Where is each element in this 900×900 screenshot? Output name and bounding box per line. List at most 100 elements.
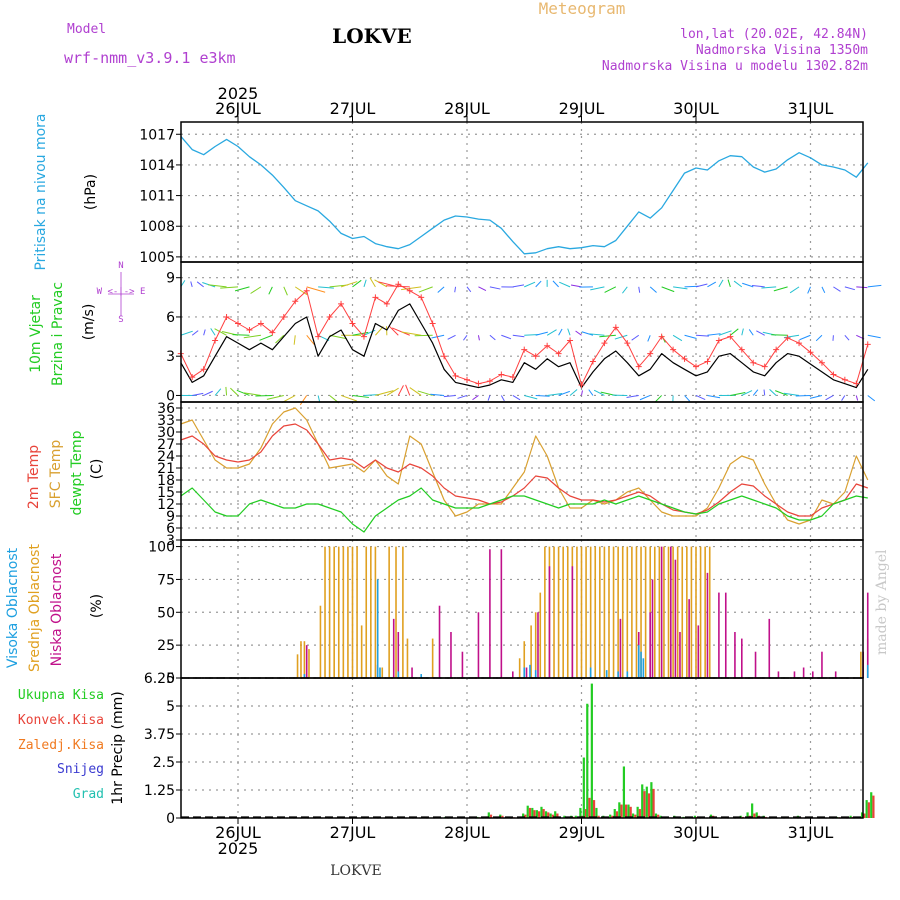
precip-conv-bar [556, 813, 559, 818]
precip-total-bar [522, 813, 525, 818]
y-tick-label: 18 [157, 473, 175, 489]
precip-conv-bar [863, 813, 866, 818]
gust-marker [773, 346, 780, 353]
wind-arrow [581, 331, 594, 336]
wind-arrow [546, 329, 557, 336]
gust-marker [681, 355, 688, 362]
precip-total-bar [535, 810, 538, 818]
precip-total-bar [554, 811, 557, 818]
day-label-top: 26JUL [215, 99, 261, 118]
wind-arrow [783, 392, 800, 396]
precip-total-bar [641, 784, 644, 818]
precip-conv-bar [625, 804, 628, 818]
precip-conv-bar [647, 793, 651, 818]
year-top: 2025 [218, 84, 259, 103]
panel-frame [180, 677, 864, 819]
wind-arrow [684, 395, 691, 402]
wind-arrow [431, 334, 445, 339]
y-tick-label: 6 [166, 310, 175, 326]
wind-arrow [386, 387, 399, 396]
wind-arrow [266, 394, 284, 400]
precip-conv-bar [867, 802, 870, 818]
precip-total-bar [654, 813, 658, 818]
wind-arrow [299, 395, 308, 406]
precip-total-bar [609, 814, 612, 818]
wind-arrow [742, 282, 754, 288]
precip-conv-bar [597, 815, 600, 818]
wind-arrow [214, 328, 227, 336]
precip-total-bar [526, 805, 529, 818]
gust-marker [395, 281, 402, 288]
wind-arrow [752, 389, 759, 396]
wind-arrow [590, 286, 605, 291]
wind-arrow [466, 286, 472, 293]
gust-marker [475, 380, 482, 387]
wind-arrow [844, 334, 850, 341]
precip-conv-bar [542, 809, 545, 818]
precip-conv-bar [547, 812, 550, 818]
wind-arrow [294, 286, 308, 296]
y-tick-label: 3.75 [144, 727, 175, 743]
precip-total-bar [582, 757, 585, 818]
wind-arrow [741, 328, 744, 336]
y-tick-label: 3 [166, 533, 175, 549]
wind-arrow [489, 334, 496, 341]
wind-arrow [230, 387, 239, 396]
wind-arrow [225, 386, 228, 396]
precip-conv-bar [657, 814, 660, 818]
wind-arrow [363, 279, 367, 288]
temp-units: (C) [89, 459, 105, 480]
wind-arrow [661, 286, 675, 293]
gust-marker [727, 333, 734, 340]
gust-marker [738, 346, 745, 353]
wind-arrow [756, 330, 765, 336]
precip-conv-bar [753, 813, 756, 818]
gust-marker [567, 337, 574, 344]
day-label-bottom: 27JUL [330, 823, 376, 842]
panel-frame [180, 539, 864, 679]
wind-arrow [718, 330, 732, 336]
pressure-label: Pritisak na nivou mora [33, 113, 49, 270]
gust-marker [223, 313, 230, 320]
precip-total-bar [586, 703, 589, 818]
precip-conv-bar [643, 791, 646, 818]
precip-conv-bar [551, 814, 554, 818]
temp-label-1: 2m Temp [26, 445, 42, 509]
wind-arrow [547, 393, 563, 396]
precip-conv-bar [584, 809, 588, 818]
wind-arrow [512, 395, 521, 401]
y-tick-label: 9 [166, 509, 175, 525]
gust-marker [326, 313, 333, 320]
wind-arrow [821, 286, 826, 294]
precip-total-bar [751, 803, 754, 818]
wind-arrow [707, 333, 721, 336]
gust-marker [292, 298, 299, 305]
gust-marker [360, 333, 367, 340]
gust-marker [670, 346, 677, 353]
y-tick-label: 9 [166, 271, 175, 287]
wind-arrow [647, 335, 651, 342]
gust-marker [807, 349, 814, 356]
y-tick-label: 1014 [139, 158, 175, 174]
y-tick-label: 1008 [139, 219, 175, 235]
wind-arrow [243, 334, 261, 339]
precip-total-bar [870, 792, 873, 818]
wind-arrow [718, 279, 724, 288]
wind-arrow [771, 334, 788, 336]
wind-arrow [340, 281, 358, 288]
wind-arrow [654, 395, 663, 403]
wind-arrow [340, 394, 357, 402]
wind-arrow [388, 325, 399, 336]
wind-arrow [375, 390, 394, 396]
wind-arrow [443, 394, 456, 398]
precip-total-bar [487, 812, 490, 818]
wind-arrow [799, 334, 811, 341]
wind-arrow [588, 389, 594, 396]
precip-total-bar [622, 766, 626, 818]
wind-arrow [232, 334, 250, 336]
wind-arrow [867, 395, 876, 402]
wind-arrow [191, 330, 199, 336]
y-tick-label: 27 [157, 437, 175, 453]
gust-marker [246, 327, 253, 334]
legend-conv: Konvek.Kisa [18, 713, 104, 728]
